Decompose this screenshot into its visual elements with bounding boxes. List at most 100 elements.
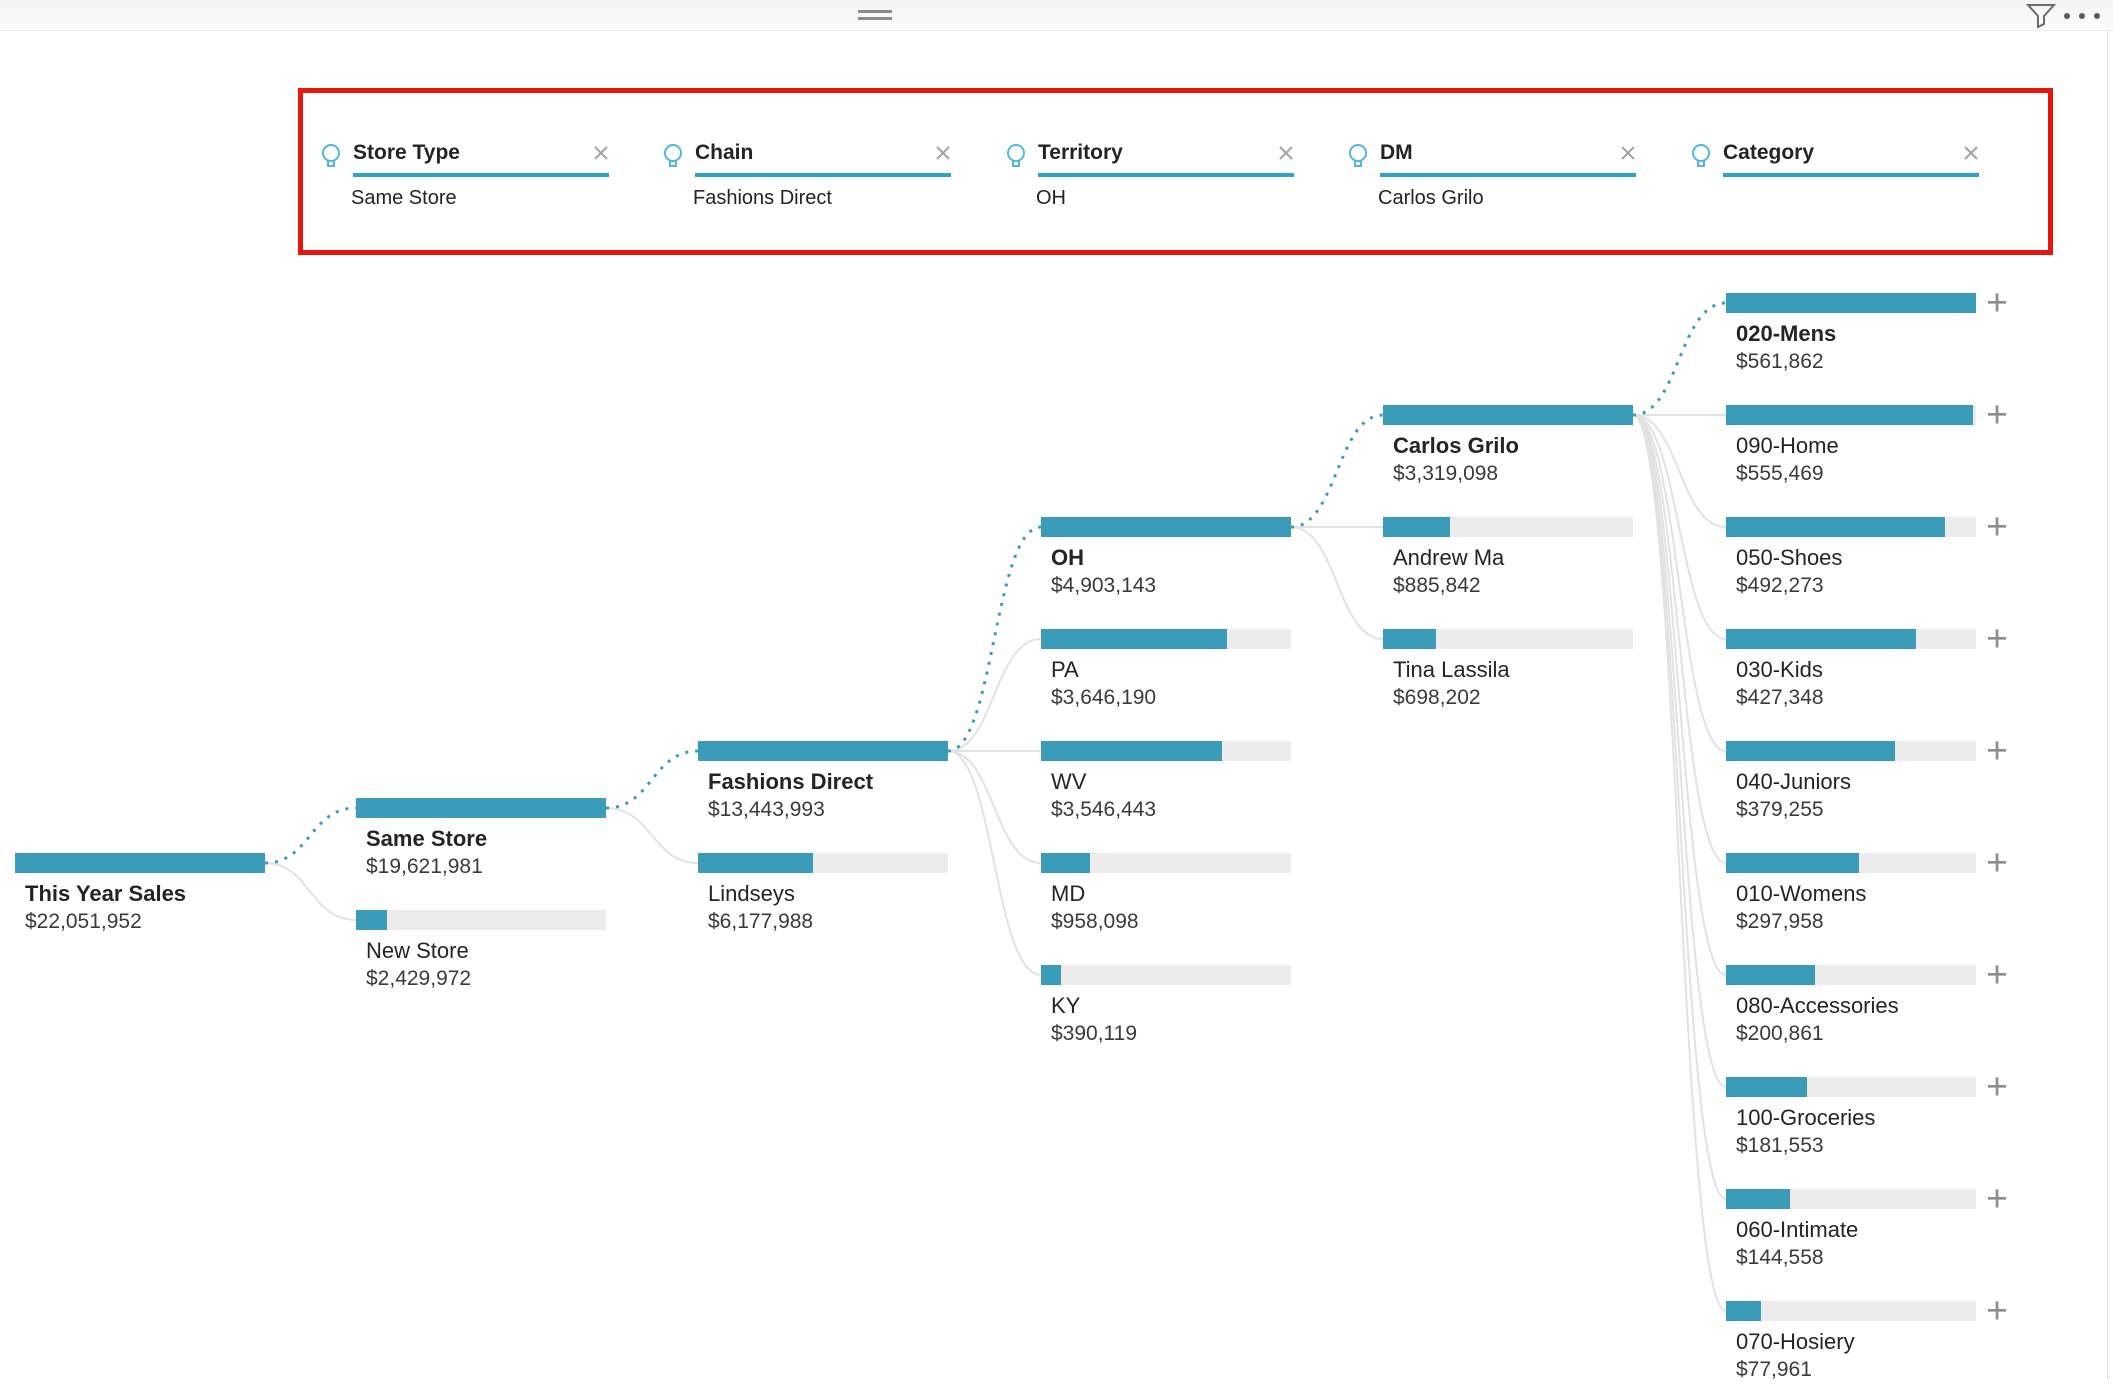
- node-label: Fashions Direct: [708, 769, 874, 794]
- tree-node-carlos-grilo[interactable]: Carlos Grilo $3,319,098: [1383, 405, 1633, 486]
- breadcrumb-level-name[interactable]: Territory: [1038, 141, 1123, 164]
- connector: [264, 862, 357, 921]
- breadcrumb-selected-value: OH: [1036, 187, 1066, 209]
- tree-node-fashions-direct[interactable]: Fashions Direct $13,443,993: [698, 741, 948, 822]
- tree-node-090-home[interactable]: + 090-Home $555,469: [1726, 395, 2008, 486]
- tree-node-050-shoes[interactable]: + 050-Shoes $492,273: [1726, 507, 2008, 598]
- tree-node-080-accessories[interactable]: + 080-Accessories $200,861: [1726, 955, 2008, 1046]
- tree-node-010-womens[interactable]: + 010-Womens $297,958: [1726, 843, 2008, 934]
- node-bar: [1726, 853, 1976, 873]
- connector: [1632, 414, 1727, 640]
- tree-node-oh[interactable]: OH $4,903,143: [1041, 517, 1291, 598]
- node-bar: [1383, 405, 1633, 425]
- breadcrumb-territory: Territory OH: [1006, 141, 1306, 211]
- node-label: Same Store: [366, 826, 488, 851]
- tree-node-100-groceries[interactable]: + 100-Groceries $181,553: [1726, 1067, 2008, 1158]
- connector: [1632, 414, 1727, 752]
- top-bar: [0, 0, 2113, 31]
- selected-path-connector: [947, 525, 1042, 753]
- node-bar: [1041, 741, 1291, 761]
- node-bar: [1726, 741, 1976, 761]
- lightbulb-icon: [1349, 144, 1367, 167]
- node-label: OH: [1051, 545, 1084, 570]
- breadcrumb-remove-x-icon[interactable]: [1620, 145, 1636, 161]
- tree-node-ky[interactable]: KY $390,119: [1041, 965, 1291, 1046]
- connector: [1632, 414, 1727, 528]
- node-value: $77,961: [1736, 1358, 1812, 1381]
- expand-plus-icon[interactable]: +: [1986, 954, 2008, 995]
- node-bar: [15, 853, 265, 873]
- node-value: $22,051,952: [25, 910, 142, 933]
- breadcrumb-level-name[interactable]: Category: [1723, 141, 1815, 164]
- node-value: $3,546,443: [1051, 798, 1157, 821]
- node-bar: [1726, 965, 1976, 985]
- node-bar: [1041, 853, 1291, 873]
- breadcrumb-level-name[interactable]: DM: [1380, 141, 1413, 164]
- node-value: $492,273: [1736, 574, 1824, 597]
- node-bar: [698, 853, 948, 873]
- node-label: 080-Accessories: [1736, 993, 1899, 1018]
- node-bar: [1041, 629, 1291, 649]
- breadcrumb-selected-value: [1721, 187, 1991, 211]
- lightbulb-icon: [1692, 144, 1710, 167]
- expand-plus-icon[interactable]: +: [1986, 1066, 2008, 1107]
- tree-node-md[interactable]: MD $958,098: [1041, 853, 1291, 934]
- node-bar: [1726, 1301, 1976, 1321]
- node-value: $181,553: [1736, 1134, 1824, 1157]
- tree-node-wv[interactable]: WV $3,546,443: [1041, 741, 1291, 822]
- connector: [947, 750, 1042, 864]
- node-value: $297,958: [1736, 910, 1824, 933]
- tree-node-new-store[interactable]: New Store $2,429,972: [356, 910, 606, 991]
- expand-plus-icon[interactable]: +: [1986, 618, 2008, 659]
- connector: [605, 807, 699, 864]
- breadcrumb-remove-x-icon[interactable]: [1963, 145, 1979, 161]
- tree-node-same-store[interactable]: Same Store $19,621,981: [356, 798, 606, 879]
- expand-plus-icon[interactable]: +: [1986, 282, 2008, 323]
- expand-plus-icon[interactable]: +: [1986, 1290, 2008, 1331]
- expand-plus-icon[interactable]: +: [1986, 1178, 2008, 1219]
- tree-node-pa[interactable]: PA $3,646,190: [1041, 629, 1291, 710]
- node-label: PA: [1051, 657, 1079, 682]
- filter-icon[interactable]: [2026, 3, 2056, 29]
- node-label: 030-Kids: [1736, 657, 1823, 682]
- expand-plus-icon[interactable]: +: [1986, 506, 2008, 547]
- node-value: $698,202: [1393, 686, 1481, 709]
- connector: [947, 638, 1042, 752]
- tree-node-this-year-sales[interactable]: This Year Sales $22,051,952: [15, 853, 265, 934]
- selected-path-connector: [1290, 413, 1384, 529]
- node-bar: [356, 798, 606, 818]
- tree-node-040-juniors[interactable]: + 040-Juniors $379,255: [1726, 731, 2008, 822]
- tree-node-070-hosiery[interactable]: + 070-Hosiery $77,961: [1726, 1291, 2008, 1382]
- tree-node-andrew-ma[interactable]: Andrew Ma $885,842: [1383, 517, 1633, 598]
- node-bar: [1383, 517, 1633, 537]
- tree-node-tina-lassila[interactable]: Tina Lassila $698,202: [1383, 629, 1633, 710]
- breadcrumb-selected-value: Same Store: [351, 187, 457, 209]
- tree-node-lindseys[interactable]: Lindseys $6,177,988: [698, 853, 948, 934]
- expand-plus-icon[interactable]: +: [1986, 730, 2008, 771]
- more-options-ellipsis-icon[interactable]: [2060, 9, 2106, 23]
- node-bar: [356, 910, 606, 930]
- tree-node-030-kids[interactable]: + 030-Kids $427,348: [1726, 619, 2008, 710]
- breadcrumb-level-name[interactable]: Chain: [695, 141, 754, 164]
- node-value: $3,646,190: [1051, 686, 1157, 709]
- node-bar: [1726, 629, 1976, 649]
- node-label: 060-Intimate: [1736, 1217, 1859, 1242]
- drag-handle-icon[interactable]: [858, 10, 892, 24]
- breadcrumb-level-name[interactable]: Store Type: [353, 141, 460, 164]
- expand-plus-icon[interactable]: +: [1986, 394, 2008, 435]
- tree-node-020-mens[interactable]: + 020-Mens $561,862: [1726, 283, 2008, 374]
- node-bar: [1041, 517, 1291, 537]
- node-value: $4,903,143: [1051, 574, 1157, 597]
- lightbulb-icon: [664, 144, 682, 167]
- node-value: $6,177,988: [708, 910, 814, 933]
- breadcrumb-remove-x-icon[interactable]: [1278, 145, 1294, 161]
- node-label: This Year Sales: [25, 881, 187, 906]
- breadcrumb-remove-x-icon[interactable]: [935, 145, 951, 161]
- breadcrumb-remove-x-icon[interactable]: [593, 145, 609, 161]
- expand-plus-icon[interactable]: +: [1986, 842, 2008, 883]
- node-label: KY: [1051, 993, 1081, 1018]
- connector: [947, 750, 1042, 976]
- tree-node-060-intimate[interactable]: + 060-Intimate $144,558: [1726, 1179, 2008, 1270]
- node-label: Carlos Grilo: [1393, 433, 1519, 458]
